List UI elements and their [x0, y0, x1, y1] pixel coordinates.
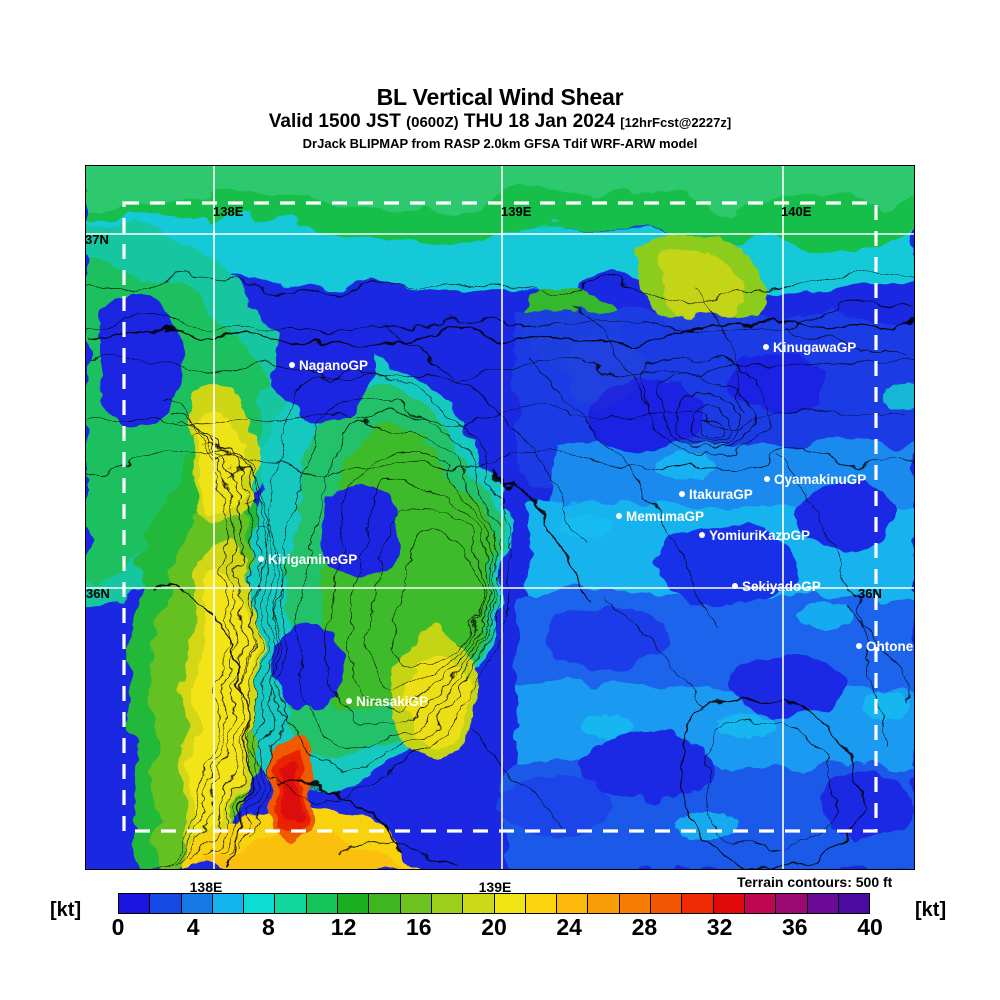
station-marker-naganogp[interactable]: NaganoGP: [289, 359, 368, 372]
colorbar-swatch: [776, 894, 808, 913]
station-label: KinugawaGP: [773, 340, 857, 355]
colorbar-tick: 12: [330, 914, 357, 940]
station-label: FujikawaGP: [397, 869, 474, 870]
station-label: MemumaGP: [626, 509, 705, 524]
station-label: ItakuraGP: [689, 487, 753, 502]
longitude-label: 138E: [213, 204, 244, 219]
colorbar-tick: 0: [111, 914, 125, 940]
station-marker-sekiyadogp[interactable]: SekiyadoGP: [732, 580, 821, 593]
station-label: NirasakiGP: [356, 694, 429, 709]
colorbar-swatch: [181, 894, 213, 913]
station-dot-icon: [764, 476, 770, 483]
longitude-label-bottom: 138E: [189, 879, 223, 895]
terrain-contour-note: Terrain contours: 500 ft: [737, 874, 893, 890]
latitude-label: 36N: [858, 586, 882, 601]
station-label: Ohtone: [866, 639, 914, 654]
colorbar-swatch: [150, 894, 182, 913]
colorbar-swatch: [744, 894, 777, 913]
colorbar-swatch: [588, 894, 620, 913]
colorbar-tick: 20: [481, 914, 507, 940]
colorbar-swatch: [682, 894, 714, 913]
shear-field-plot: [86, 166, 914, 869]
colorbar-swatch: [619, 894, 652, 913]
forecast-tag: [12hrFcst@2227z]: [620, 115, 732, 130]
colorbar-tick: 28: [631, 914, 658, 940]
station-label: OyamakinuGP: [774, 472, 867, 487]
colorbar-swatch: [212, 894, 245, 913]
station-marker-nirasakigp[interactable]: NirasakiGP: [346, 695, 428, 708]
colorbar-swatch: [244, 894, 276, 913]
station-label: SekiyadoGP: [742, 579, 821, 594]
longitude-label-bottom: 139E: [478, 879, 512, 895]
valid-time-line: Valid 1500 JST (0600Z) THU 18 Jan 2024 […: [0, 110, 1000, 135]
station-marker-memumagp[interactable]: MemumaGP: [616, 510, 704, 523]
colorbar-swatch: [557, 894, 589, 913]
model-source-line: DrJack BLIPMAP from RASP 2.0km GFSA Tdif…: [302, 136, 698, 151]
station-dot-icon: [258, 556, 264, 563]
station-label: KirigamineGP: [268, 552, 358, 567]
colorbar-tick-layer: 0 4 8 12 16 20 24 28 32 36 40: [0, 914, 1000, 944]
map-panel[interactable]: NaganoGP KinugawaGP OyamakinuGP ItakuraGP Me…: [85, 165, 915, 870]
longitude-label: 139E: [501, 204, 532, 219]
colorbar-tick: 8: [261, 914, 275, 940]
latitude-label: 37N: [85, 232, 109, 247]
colorbar-swatch: [525, 894, 558, 913]
colorbar-swatch: [463, 894, 495, 913]
station-dot-icon: [679, 491, 685, 498]
station-dot-icon: [763, 344, 769, 351]
longitude-label: 140E: [781, 204, 812, 219]
units-left: [kt]: [50, 899, 82, 921]
colorbar-swatch: [369, 894, 401, 913]
station-marker-kirigaminegp[interactable]: KirigamineGP: [258, 553, 357, 566]
units-right: [kt]: [915, 899, 947, 921]
valid-prefix: Valid 1500 JST: [268, 111, 401, 132]
station-label: NaganoGP: [299, 358, 369, 373]
station-dot-icon: [346, 698, 352, 705]
valid-utc: (0600Z): [406, 114, 459, 131]
station-dot-icon: [856, 643, 862, 650]
colorbar-swatch: [713, 894, 745, 913]
station-dot-icon: [289, 362, 295, 369]
station-marker-kinugawagp[interactable]: KinugawaGP: [763, 341, 856, 354]
colorbar-swatch: [275, 894, 307, 913]
colorbar-swatch: [807, 894, 839, 913]
station-dot-icon: [616, 513, 622, 520]
colorbar-swatch: [338, 894, 370, 913]
colorbar-tick: 32: [706, 914, 733, 940]
station-label: YomiuriKazoGP: [709, 528, 811, 543]
station-marker-itakuragp[interactable]: ItakuraGP: [679, 488, 753, 501]
colorbar-tick: 24: [556, 914, 582, 940]
station-marker-ohtone[interactable]: Ohtone: [856, 640, 913, 653]
valid-date: THU 18 Jan 2024: [463, 111, 615, 132]
colorbar-tick: 40: [857, 914, 883, 940]
station-marker-oyamakinugp[interactable]: OyamakinuGP: [764, 473, 866, 486]
colorbar-swatch: [306, 894, 339, 913]
colorbar-tick: 4: [186, 914, 200, 940]
colorbar-swatch: [494, 894, 526, 913]
colorbar-swatch: [400, 894, 432, 913]
colorbar-swatch: [651, 894, 683, 913]
station-dot-icon: [699, 532, 705, 539]
colorbar-tick: 16: [406, 914, 432, 940]
colorbar-tick: 36: [782, 914, 808, 940]
station-dot-icon: [732, 583, 738, 590]
latitude-label: 36N: [86, 586, 110, 601]
colorbar-swatch: [431, 894, 464, 913]
title-block: BL Vertical Wind Shear Valid 1500 JST (0…: [0, 84, 1000, 153]
colorbar-swatch: [119, 894, 151, 913]
page-title: BL Vertical Wind Shear: [376, 84, 624, 110]
colorbar[interactable]: [118, 893, 870, 914]
colorbar-swatch: [838, 894, 870, 913]
station-marker-yomiurikazogp[interactable]: YomiuriKazoGP: [699, 529, 810, 542]
